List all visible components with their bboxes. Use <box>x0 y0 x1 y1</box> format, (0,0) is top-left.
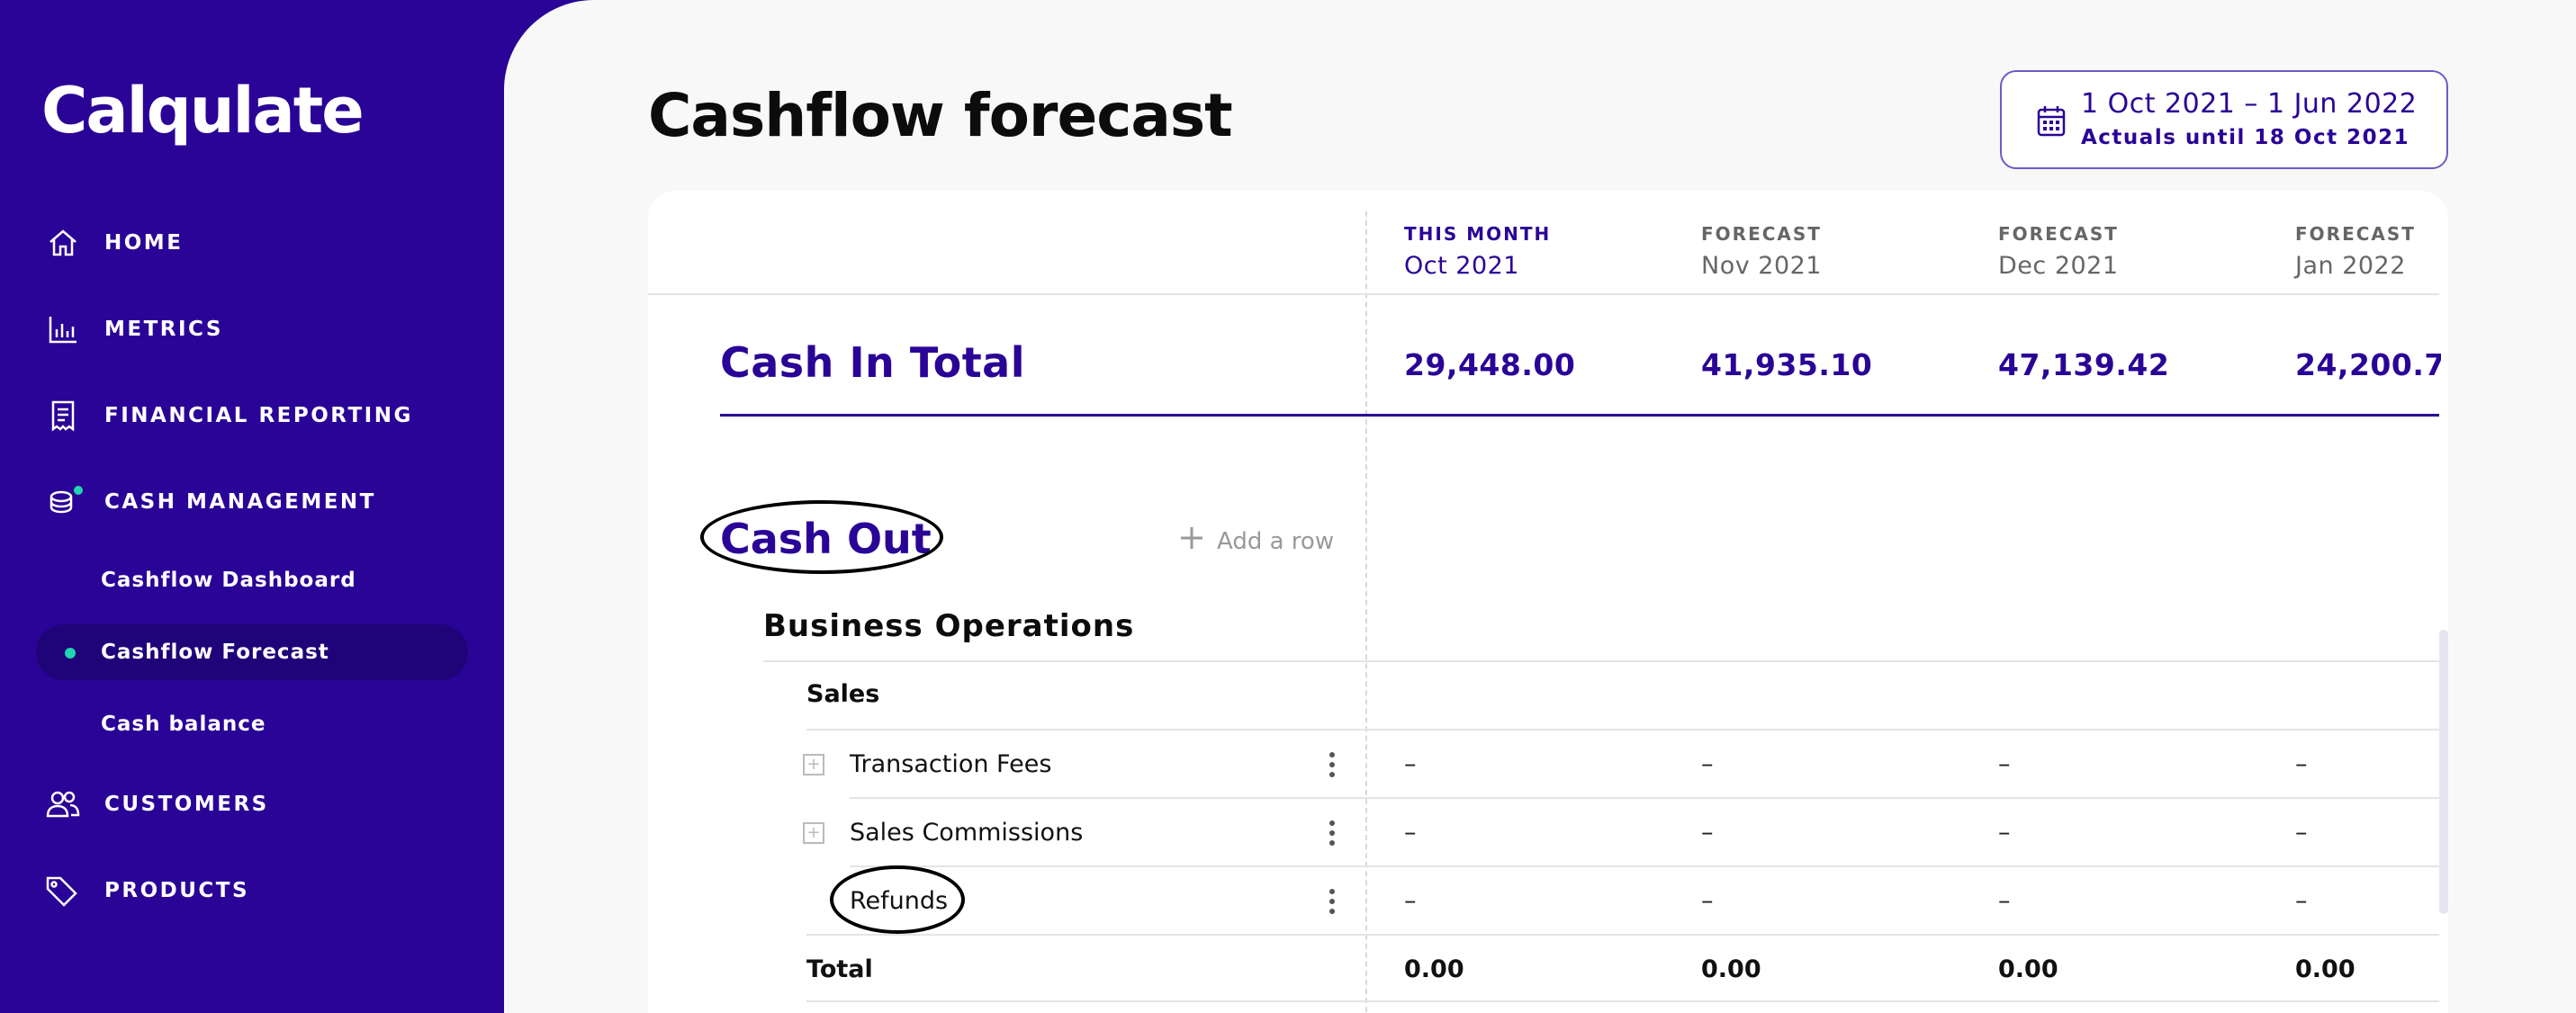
sidebar-item-label: METRICS <box>104 318 223 341</box>
row-divider <box>806 934 2439 936</box>
forecast-table-card <box>648 191 2448 1013</box>
calendar-icon <box>2036 104 2067 142</box>
column-month: Jan 2022 <box>2295 252 2406 280</box>
sidebar-subitem-cashflow-forecast[interactable]: Cashflow Forecast <box>101 641 329 664</box>
expand-row-icon[interactable]: + <box>803 822 824 844</box>
header-divider <box>648 293 2439 295</box>
add-row-label: Add a row <box>1217 527 1335 555</box>
column-kind: FORECAST <box>1998 223 2119 245</box>
column-kind: THIS MONTH <box>1404 223 1552 245</box>
total-value: 0.00 <box>2295 955 2355 983</box>
group-business-operations: Business Operations <box>763 608 1135 644</box>
sidebar-item-cash-management[interactable]: CASH MANAGEMENT <box>45 480 376 524</box>
subgroup-sales: Sales <box>806 680 880 708</box>
bar-chart-icon <box>45 311 81 347</box>
column-month: Oct 2021 <box>1404 252 1519 280</box>
coins-icon <box>45 484 81 520</box>
row-menu-icon[interactable] <box>1329 752 1336 777</box>
notification-dot <box>74 486 83 495</box>
total-value: 0.00 <box>1998 955 2058 983</box>
tag-icon <box>45 873 81 909</box>
total-value: 0.00 <box>1404 955 1464 983</box>
row-divider <box>850 865 2439 867</box>
expand-row-icon[interactable]: + <box>803 754 824 775</box>
table-cell[interactable]: – <box>2295 819 2308 847</box>
sidebar-item-products[interactable]: PRODUCTS <box>45 868 249 913</box>
table-cell[interactable]: – <box>2295 887 2308 915</box>
column-divider <box>1365 211 1367 1013</box>
row-divider <box>806 729 2439 731</box>
active-indicator-dot <box>65 648 76 659</box>
sidebar-item-financial-reporting[interactable]: FINANCIAL REPORTING <box>45 393 413 438</box>
row-divider <box>763 660 2439 662</box>
column-kind: FORECAST <box>2295 223 2416 245</box>
row-menu-icon[interactable] <box>1329 820 1336 846</box>
logo[interactable]: Calqulate <box>41 74 365 148</box>
sidebar-item-metrics[interactable]: METRICS <box>45 307 223 352</box>
table-cell[interactable]: – <box>1701 887 1714 915</box>
table-cell[interactable]: – <box>2295 750 2308 778</box>
page-title: Cashflow forecast <box>648 81 1233 150</box>
cash-in-total-label: Cash In Total <box>720 338 1025 387</box>
row-label-sales-commissions: Sales Commissions <box>850 819 1084 847</box>
cash-in-value: 24,200.79 <box>2295 347 2441 382</box>
table-cell[interactable]: – <box>1404 887 1417 915</box>
sidebar-item-label: FINANCIAL REPORTING <box>104 404 413 427</box>
sidebar-item-label: CASH MANAGEMENT <box>104 490 376 514</box>
plus-icon <box>1179 525 1204 557</box>
sidebar-item-label: PRODUCTS <box>104 879 250 902</box>
sidebar-item-customers[interactable]: CUSTOMERS <box>45 782 269 827</box>
sidebar-item-home[interactable]: HOME <box>45 220 183 265</box>
column-header-oct-2021: THIS MONTH Oct 2021 <box>1404 223 1551 280</box>
column-kind: FORECAST <box>1701 223 1822 245</box>
actuals-text: Actuals until 18 Oct 2021 <box>2081 126 2410 149</box>
table-cell[interactable]: – <box>1404 819 1417 847</box>
table-cell[interactable]: – <box>1998 819 2011 847</box>
row-divider <box>806 1000 2439 1002</box>
row-label-transaction-fees: Transaction Fees <box>850 750 1052 778</box>
annotation-circle <box>830 865 965 934</box>
table-cell[interactable]: – <box>1998 887 2011 915</box>
sidebar-subitem-cash-balance[interactable]: Cash balance <box>101 713 266 736</box>
cash-in-value: 29,448.00 <box>1404 347 1576 382</box>
column-header-nov-2021: FORECAST Nov 2021 <box>1701 223 1822 280</box>
column-header-dec-2021: FORECAST Dec 2021 <box>1998 223 2119 280</box>
row-divider <box>850 797 2439 799</box>
table-cell[interactable]: – <box>1404 750 1417 778</box>
row-menu-icon[interactable] <box>1329 889 1336 914</box>
table-cell[interactable]: – <box>1701 819 1714 847</box>
sidebar-subitem-active-bg <box>36 624 468 680</box>
column-month: Dec 2021 <box>1998 252 2119 280</box>
table-cell[interactable]: – <box>1998 750 2011 778</box>
annotation-circle <box>700 500 943 574</box>
sidebar-subitem-cashflow-dashboard[interactable]: Cashflow Dashboard <box>101 569 356 592</box>
cash-in-value: 47,139.42 <box>1998 347 2170 382</box>
sidebar: Calqulate HOME METRICS FINANCIAL REPORTI… <box>0 0 504 1013</box>
date-range-text: 1 Oct 2021 – 1 Jun 2022 <box>2081 88 2418 120</box>
home-icon <box>45 225 81 261</box>
total-label: Total <box>806 955 873 983</box>
sidebar-item-label: CUSTOMERS <box>104 793 269 816</box>
column-month: Nov 2021 <box>1701 252 1822 280</box>
users-icon <box>45 786 81 822</box>
cash-in-underline <box>720 414 2439 417</box>
add-row-button[interactable]: Add a row <box>1179 525 1334 557</box>
sidebar-item-label: HOME <box>104 231 184 255</box>
receipt-icon <box>45 398 81 434</box>
column-header-jan-2022: FORECAST Jan 2022 <box>2295 223 2416 280</box>
total-value: 0.00 <box>1701 955 1761 983</box>
cash-in-value: 41,935.10 <box>1701 347 1873 382</box>
date-range-picker[interactable]: 1 Oct 2021 – 1 Jun 2022 Actuals until 18… <box>2000 70 2448 169</box>
table-cell[interactable]: – <box>1701 750 1714 778</box>
vertical-scrollbar[interactable] <box>2439 630 2448 914</box>
